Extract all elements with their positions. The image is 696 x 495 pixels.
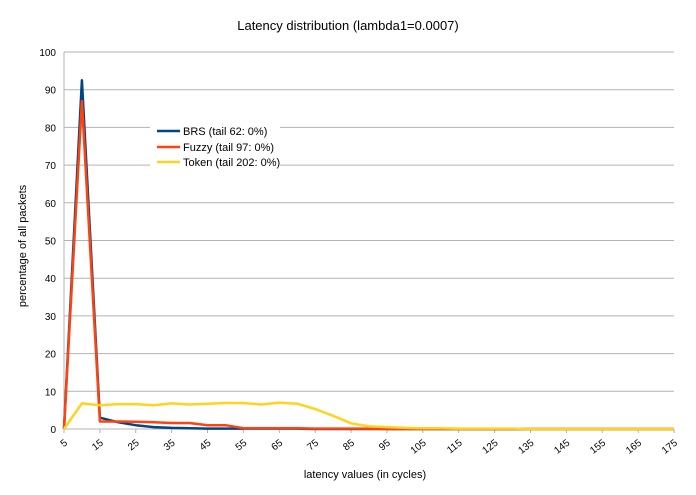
y-tick-label-8: 80	[45, 123, 57, 134]
y-tick-label-0: 0	[50, 425, 56, 436]
y-tick-label-3: 30	[45, 312, 57, 323]
legend-label-fuzzy: Fuzzy (tail 97: 0%)	[183, 142, 274, 154]
y-tick-label-1: 10	[45, 387, 57, 398]
series-line-2	[62, 401, 674, 431]
legend-label-brs: BRS (tail 62: 0%)	[183, 126, 267, 138]
x-axis-label: latency values (in cycles)	[304, 469, 426, 481]
y-tick-label-7: 70	[45, 161, 57, 172]
series-lines	[62, 79, 674, 431]
y-tick-label-10: 100	[39, 48, 56, 59]
legend-label-token: Token (tail 202: 0%)	[183, 157, 280, 169]
y-tick-label-5: 50	[45, 237, 57, 248]
x-tick-label-0: 5	[59, 437, 71, 449]
y-tick-label-2: 20	[45, 350, 57, 361]
legend: BRS (tail 62: 0%) Fuzzy (tail 97: 0%) To…	[150, 120, 280, 172]
y-tick-label-4: 40	[45, 274, 57, 285]
y-tick-label-9: 90	[45, 86, 57, 97]
y-tick-label-6: 60	[45, 199, 57, 210]
y-axis-label: percentage of all packets	[17, 184, 29, 307]
y-tick-labels: 0 10 20 30 40 50 60 70 80 90 100	[39, 48, 56, 436]
chart-title: Latency distribution (lambda1=0.0007)	[237, 18, 459, 33]
